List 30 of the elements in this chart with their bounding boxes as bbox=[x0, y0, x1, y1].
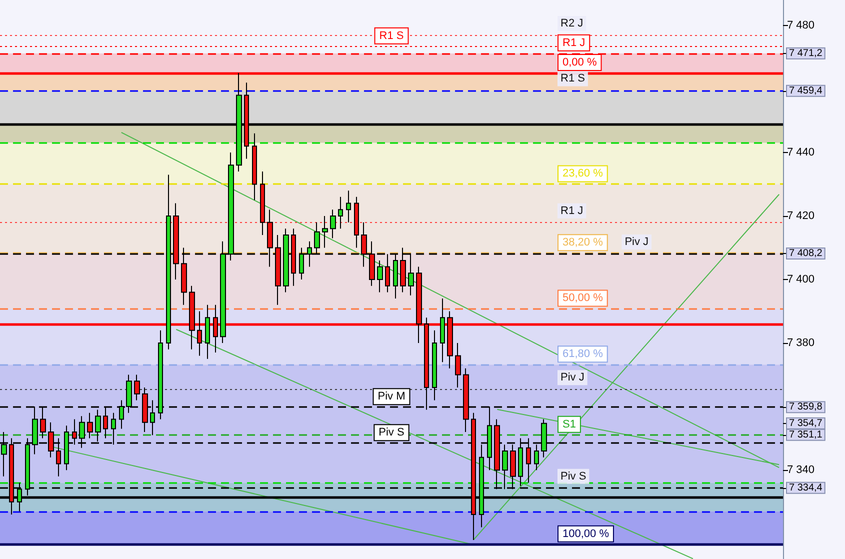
annotation: Piv S bbox=[560, 470, 586, 482]
annotation: 50,00 % bbox=[562, 292, 604, 304]
y-tick-label: 7 420 bbox=[787, 210, 815, 222]
annotation: R1 S bbox=[560, 72, 585, 85]
y-tick-label: 7 334,4 bbox=[789, 482, 823, 494]
ref-line-label: R1 S bbox=[379, 30, 404, 42]
y-tick-label: 7 440 bbox=[787, 146, 815, 158]
y-tick-label: 7 354,7 bbox=[789, 418, 823, 429]
y-tick-label: 7 480 bbox=[787, 19, 815, 32]
annotation: 0,00 % bbox=[562, 56, 597, 69]
ref-line-label: Piv S bbox=[378, 426, 404, 439]
y-tick-label: 7 359,8 bbox=[789, 402, 823, 413]
annotation: 23,60 % bbox=[562, 168, 604, 180]
y-tick-label: 7 340 bbox=[787, 464, 815, 476]
annotation: 61,80 % bbox=[562, 348, 604, 360]
annotation: 38,20 % bbox=[562, 236, 604, 249]
ref-line-label: Piv M bbox=[378, 390, 406, 403]
annotation: Piv J bbox=[624, 236, 649, 248]
y-tick-label: 7 459,4 bbox=[789, 85, 823, 96]
annotation: R2 J bbox=[560, 17, 584, 30]
annotation: 100,00 % bbox=[562, 528, 610, 540]
annotation: R1 J bbox=[560, 204, 584, 217]
y-tick-label: 7 408,2 bbox=[789, 248, 823, 259]
y-tick-label: 7 400 bbox=[787, 274, 815, 286]
y-tick-label: 7 380 bbox=[787, 337, 815, 350]
y-tick-label: 7 351,1 bbox=[789, 429, 823, 440]
y-tick-label: 7 471,2 bbox=[789, 48, 823, 59]
annotation: Piv J bbox=[560, 372, 584, 384]
annotation: S1 bbox=[562, 418, 576, 430]
annotation: R1 J bbox=[562, 36, 586, 49]
